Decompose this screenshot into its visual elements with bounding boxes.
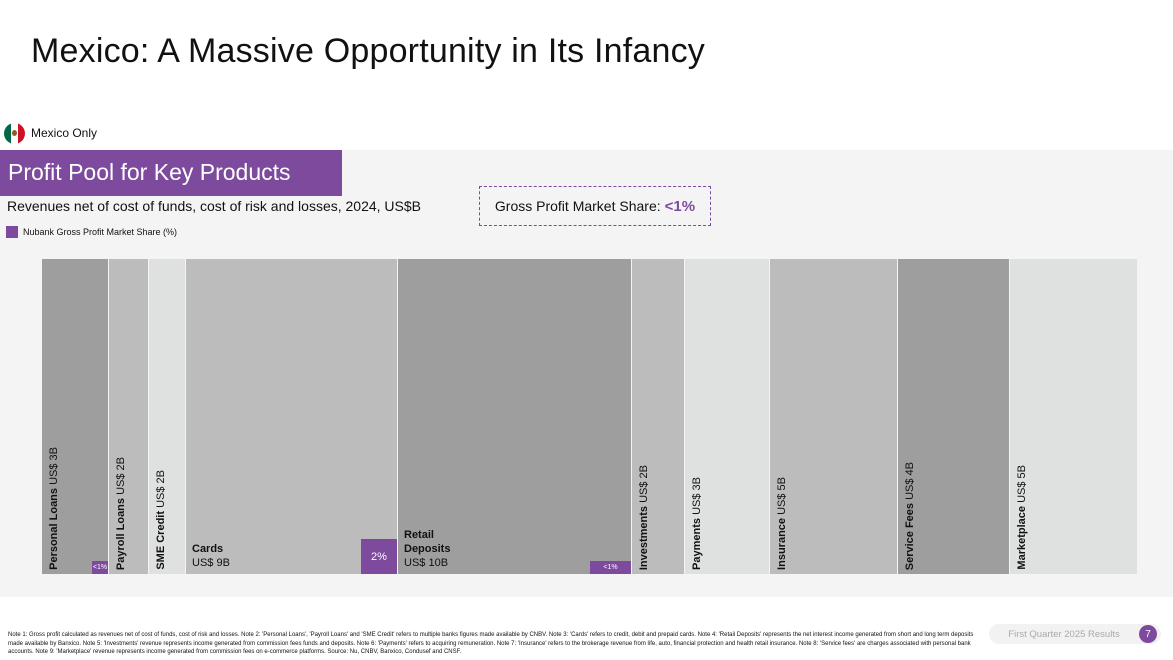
share-mark-retail-deposits: <1% [590, 560, 631, 574]
bar-insurance: Insurance US$ 5B [770, 259, 897, 574]
legend-swatch [6, 226, 18, 238]
category-label: Marketplace [1016, 506, 1028, 570]
profit-pool-chart: Personal Loans US$ 3B <1% Payroll Loans US… [42, 259, 1137, 574]
bar-label-retail-deposits: Retail Deposits US$ 10B [404, 528, 464, 570]
value-label: US$ 2B [155, 470, 167, 512]
category-label: Cards [192, 543, 224, 555]
footer-text: First Quarter 2025 Results [1008, 628, 1120, 640]
value-label: US$ 2B [115, 456, 127, 498]
bar-investments: Investments US$ 2B [632, 259, 684, 574]
value-label: US$ 5B [1016, 465, 1028, 507]
value-label: US$ 3B [691, 477, 703, 519]
bar-label-payroll-loans: Payroll Loans US$ 2B [115, 457, 127, 570]
market-share-callout: Gross Profit Market Share: <1% [479, 186, 711, 226]
category-label: Insurance [776, 518, 788, 570]
bar-personal-loans: Personal Loans US$ 3B <1% [42, 259, 108, 574]
bar-label-personal-loans: Personal Loans US$ 3B [48, 447, 60, 570]
category-label: Service Fees [904, 502, 916, 570]
bar-payroll-loans: Payroll Loans US$ 2B [109, 259, 148, 574]
category-label: Payments [691, 518, 703, 570]
category-label: Payroll Loans [115, 497, 127, 570]
bar-service-fees: Service Fees US$ 4B [898, 259, 1009, 574]
page-number: 7 [1139, 625, 1157, 643]
category-label: SME Credit [155, 511, 167, 570]
value-label: US$ 2B [638, 464, 650, 506]
category-label: Personal Loans [48, 488, 60, 570]
mexico-flag-icon [4, 122, 25, 144]
bar-label-marketplace: Marketplace US$ 5B [1016, 465, 1028, 570]
bar-retail-deposits: Retail Deposits US$ 10B <1% [398, 259, 631, 574]
bar-label-cards: Cards US$ 9B [192, 542, 230, 570]
share-mark-personal-loans: <1% [92, 560, 108, 574]
bar-label-insurance: Insurance US$ 5B [776, 477, 788, 570]
chart-subtitle: Revenues net of cost of funds, cost of r… [7, 198, 422, 214]
category-label: Investments [638, 505, 650, 570]
chart-title: Profit Pool for Key Products [0, 150, 342, 196]
legend-label: Nubank Gross Profit Market Share (%) [23, 227, 178, 237]
country-label: Mexico Only [31, 126, 98, 140]
footnote: Note 1: Gross profit calculated as reven… [8, 632, 974, 655]
callout-label: Gross Profit Market Share: [494, 198, 661, 214]
bar-cards: Cards US$ 9B 2% [186, 259, 397, 574]
bar-marketplace: Marketplace US$ 5B [1010, 259, 1137, 574]
bar-label-investments: Investments US$ 2B [638, 465, 650, 570]
value-label: US$ 10B [404, 557, 449, 569]
callout-value: <1% [664, 197, 696, 215]
bar-label-service-fees: Service Fees US$ 4B [904, 462, 916, 570]
bar-label-sme-credit: SME Credit US$ 2B [155, 470, 167, 570]
slide-footer: First Quarter 2025 Results 7 [989, 624, 1161, 644]
bar-payments: Payments US$ 3B [685, 259, 769, 574]
value-label: US$ 4B [904, 461, 916, 503]
country-indicator: Mexico Only [4, 122, 98, 144]
chart-legend: Nubank Gross Profit Market Share (%) [6, 226, 177, 238]
value-label: US$ 5B [776, 477, 788, 519]
value-label: US$ 9B [192, 557, 230, 569]
value-label: US$ 3B [48, 447, 60, 489]
bar-label-payments: Payments US$ 3B [691, 477, 703, 570]
category-label: Retail Deposits [404, 529, 451, 555]
bar-sme-credit: SME Credit US$ 2B [149, 259, 185, 574]
page-title: Mexico: A Massive Opportunity in Its Inf… [31, 32, 705, 70]
share-mark-cards: 2% [361, 539, 397, 574]
